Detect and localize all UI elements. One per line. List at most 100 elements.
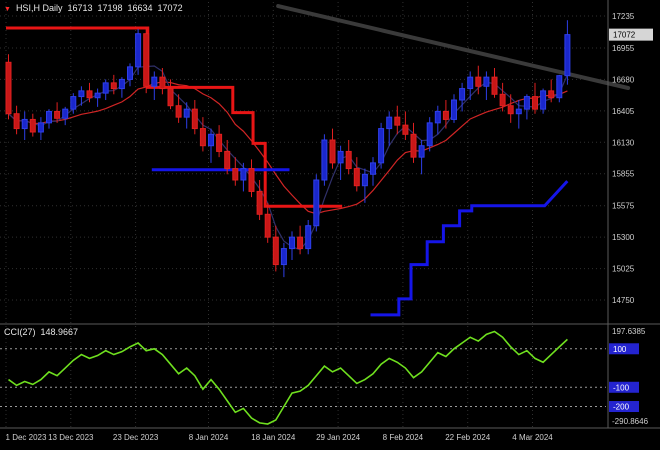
- candle-body: [556, 75, 563, 99]
- cci-level-tag: [609, 401, 639, 413]
- date-axis-label: 29 Jan 2024: [316, 433, 361, 442]
- ma-slow-red-line: [8, 81, 568, 215]
- candle-body: [459, 88, 466, 101]
- candle-body: [337, 150, 344, 164]
- candle-body: [256, 190, 263, 215]
- candle-body: [353, 168, 360, 187]
- cci-level-tag: [609, 343, 639, 355]
- candle-body: [491, 76, 498, 95]
- candle-body: [451, 99, 457, 120]
- candle-body: [402, 124, 409, 135]
- ohlc-open: 16713: [67, 3, 93, 13]
- date-axis-label: 13 Dec 2023: [48, 433, 94, 442]
- candle-body: [329, 139, 336, 164]
- candle-body: [548, 90, 555, 99]
- candle-body: [321, 139, 328, 181]
- current-price-tag: [609, 28, 653, 41]
- candle-body: [499, 93, 506, 107]
- candle-body: [386, 116, 393, 130]
- candle-body: [467, 76, 474, 90]
- candle-body: [370, 162, 376, 175]
- candle-body: [289, 236, 295, 250]
- chart-title: ▼ HSI,H Daily 16713 17198 16634 17072: [4, 3, 188, 13]
- candle-body: [159, 76, 166, 90]
- price-axis-label: 15300: [612, 233, 635, 242]
- cci-level-tag: [609, 381, 639, 393]
- candle-body: [175, 105, 182, 118]
- candle-body: [297, 236, 304, 250]
- price-axis-label: 14750: [612, 296, 635, 305]
- candle-body: [523, 96, 530, 110]
- cci-value: 148.9667: [40, 327, 79, 337]
- candle-body: [94, 92, 101, 99]
- date-axis-label: 18 Jan 2024: [251, 433, 296, 442]
- candle-body: [248, 168, 255, 192]
- candle-body: [167, 88, 174, 107]
- candle-body: [532, 96, 538, 110]
- candle-body: [127, 66, 133, 80]
- candle-body: [394, 116, 401, 126]
- candle-body: [118, 78, 125, 90]
- price-axis-label: 15575: [612, 202, 635, 211]
- cci-name: CCI(27): [4, 327, 36, 337]
- candle-body: [102, 82, 109, 94]
- date-axis-label: 8 Jan 2024: [189, 433, 229, 442]
- cci-indicator-title: CCI(27) 148.9667: [4, 327, 83, 337]
- candle-body: [54, 110, 61, 119]
- cci-min-label: -290.8646: [612, 417, 649, 426]
- candle-body: [378, 128, 385, 164]
- candle-body: [483, 76, 490, 87]
- price-axis-label: 16955: [612, 44, 635, 53]
- symbol-marker-icon: ▼: [4, 6, 11, 13]
- candle-body: [21, 118, 28, 130]
- price-axis-label: 16680: [612, 75, 635, 84]
- cci-max-label: 197.6385: [612, 327, 646, 336]
- candle-body: [62, 108, 69, 119]
- candle-body: [199, 128, 206, 147]
- candle-body: [232, 168, 239, 181]
- candle-body: [224, 150, 231, 170]
- candle-body: [216, 133, 223, 152]
- cci-level-label: -200: [613, 403, 630, 412]
- candle-body: [110, 82, 117, 90]
- candle-body: [313, 179, 320, 227]
- candle-body: [13, 113, 20, 130]
- ma-fast-dark-line: [8, 65, 568, 251]
- candle-body: [345, 150, 352, 170]
- candle-body: [151, 76, 158, 87]
- ohlc-close: 17072: [157, 3, 183, 13]
- candle-body: [264, 213, 271, 238]
- cci-level-label: 100: [613, 345, 627, 354]
- candle-body: [37, 122, 44, 133]
- candle-body: [507, 105, 514, 115]
- candle-body: [29, 118, 36, 133]
- candle-body: [540, 90, 547, 110]
- candle-body: [564, 34, 571, 77]
- date-axis-label: 4 Mar 2024: [512, 433, 553, 442]
- candle-body: [191, 108, 198, 130]
- date-axis-label: 22 Feb 2024: [445, 433, 490, 442]
- candle-body: [272, 236, 279, 266]
- candle-body: [240, 168, 247, 181]
- candle-body: [475, 76, 482, 87]
- candle-body: [361, 173, 368, 187]
- price-axis-label: 15855: [612, 170, 635, 179]
- candle-body: [280, 248, 287, 266]
- candle-body: [78, 90, 85, 98]
- cci-level-label: -100: [613, 383, 630, 392]
- descending-trendline: [276, 4, 631, 90]
- cci-line: [8, 330, 568, 425]
- candle-body: [135, 33, 142, 68]
- candle-body: [5, 61, 12, 115]
- date-axis-label: 23 Dec 2023: [113, 433, 159, 442]
- candle-body: [434, 110, 441, 124]
- candle-body: [46, 110, 52, 124]
- date-axis-label: 1 Dec 2023: [6, 433, 47, 442]
- candle-body: [515, 108, 522, 115]
- candle-body: [418, 145, 425, 158]
- candle-body: [183, 108, 190, 118]
- symbol-label: HSI,H Daily: [15, 3, 63, 13]
- current-price-label: 17072: [613, 31, 636, 40]
